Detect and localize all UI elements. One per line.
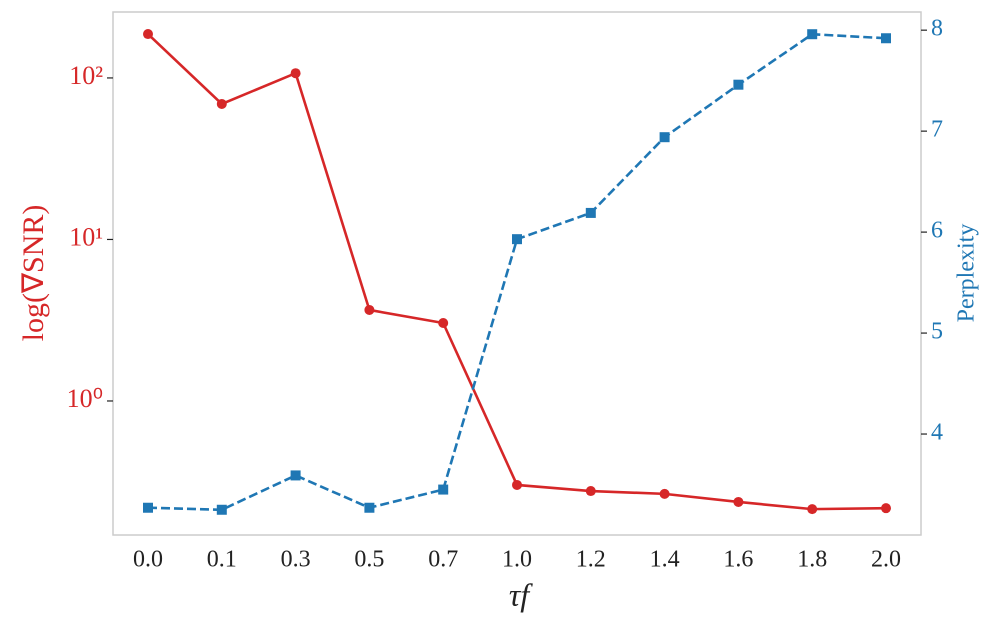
series-line bbox=[147, 33, 887, 511]
marker bbox=[364, 502, 375, 513]
marker bbox=[807, 29, 818, 40]
x-tick-label: 0.1 bbox=[207, 547, 237, 573]
marker bbox=[143, 502, 153, 513]
marker bbox=[290, 68, 301, 79]
y2-axis-label: Perplexity bbox=[954, 224, 980, 323]
series-line bbox=[147, 32, 887, 512]
marker bbox=[807, 504, 818, 515]
y2-tick-label: 8 bbox=[931, 16, 943, 42]
x-tick-label: 1.2 bbox=[576, 547, 606, 573]
x-tick-label: 2.0 bbox=[871, 547, 901, 573]
y2-tick-label: 5 bbox=[931, 319, 943, 345]
marker bbox=[143, 29, 153, 40]
marker bbox=[733, 79, 744, 90]
marker bbox=[364, 304, 375, 315]
x-tick-label: 1.0 bbox=[502, 547, 532, 573]
marker bbox=[659, 488, 670, 499]
marker bbox=[216, 98, 227, 109]
y2-tick-label: 7 bbox=[931, 117, 943, 143]
y2-tick-label: 4 bbox=[931, 420, 943, 446]
plot-frame bbox=[112, 11, 922, 536]
marker bbox=[438, 317, 449, 328]
marker bbox=[512, 234, 522, 245]
x-tick-label: 1.8 bbox=[797, 547, 827, 573]
y-tick-label: 10¹ bbox=[69, 222, 103, 251]
x-tick-label: 1.6 bbox=[723, 547, 753, 573]
marker bbox=[512, 479, 522, 490]
x-tick-label: 0.0 bbox=[133, 547, 163, 573]
marker bbox=[733, 496, 744, 507]
marker bbox=[881, 503, 891, 514]
x-tick-label: 1.4 bbox=[650, 547, 680, 573]
marker bbox=[585, 486, 596, 497]
y-tick-label: 10² bbox=[69, 61, 103, 90]
marker bbox=[881, 33, 891, 44]
marker bbox=[290, 470, 301, 481]
y-axis-label: log(∇SNR) bbox=[17, 205, 50, 342]
marker bbox=[216, 504, 227, 515]
marker bbox=[585, 207, 596, 218]
marker bbox=[438, 484, 449, 495]
x-axis-label: τf bbox=[509, 576, 533, 612]
x-tick-label: 0.3 bbox=[281, 547, 311, 573]
x-tick-label: 0.5 bbox=[354, 547, 384, 573]
y2-tick-label: 6 bbox=[931, 218, 943, 244]
y-tick-label: 10⁰ bbox=[67, 384, 103, 413]
x-tick-label: 0.7 bbox=[428, 547, 458, 573]
marker bbox=[659, 132, 670, 143]
